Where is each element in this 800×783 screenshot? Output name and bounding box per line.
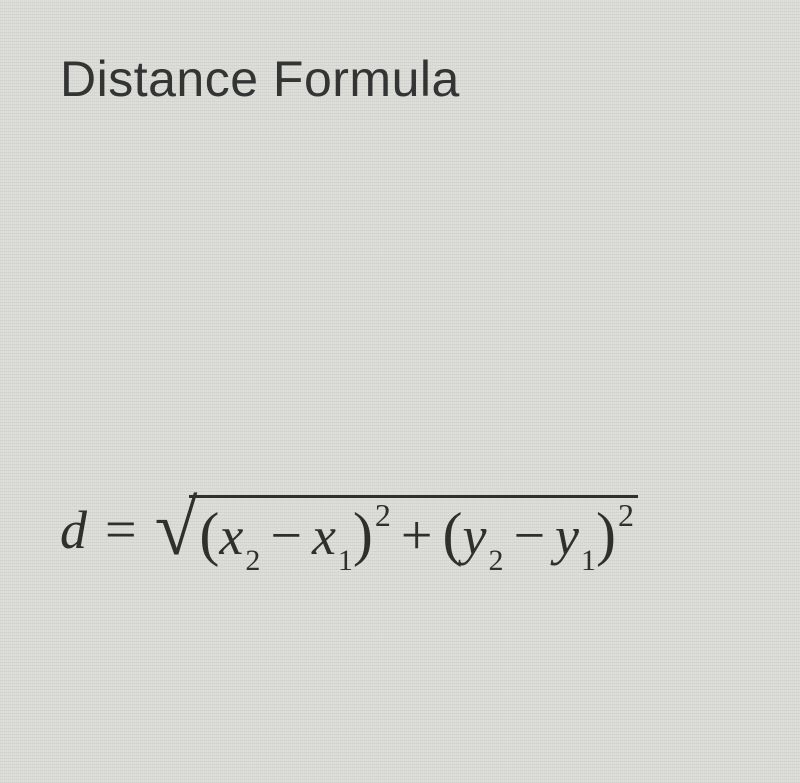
- var-y2: y: [462, 505, 486, 567]
- radical-bar: [189, 495, 638, 498]
- lparen-1: (: [199, 500, 219, 569]
- rparen-2: ): [596, 500, 616, 569]
- plus: +: [401, 504, 433, 568]
- equals-sign: =: [105, 498, 137, 562]
- radical-symbol: √: [155, 489, 198, 567]
- square-1: 2: [375, 497, 391, 534]
- sub-x2: 2: [245, 544, 260, 578]
- minus-1: −: [270, 504, 302, 568]
- rparen-1: ): [353, 500, 373, 569]
- square-2: 2: [618, 497, 634, 534]
- sub-x1: 1: [338, 544, 353, 578]
- radicand: ( x 2 − x 1 ) 2 + ( y 2 − y 1 ) 2: [197, 490, 634, 569]
- var-y1: y: [555, 505, 579, 567]
- distance-formula: d = √ ( x 2 − x 1 ) 2 + ( y 2 − y 1 ) 2: [60, 490, 634, 569]
- lhs-variable: d: [60, 499, 87, 561]
- var-x1: x: [312, 505, 336, 567]
- page-title: Distance Formula: [60, 50, 460, 108]
- sub-y2: 2: [488, 544, 503, 578]
- square-root: √ ( x 2 − x 1 ) 2 + ( y 2 − y 1 ) 2: [155, 490, 634, 569]
- minus-2: −: [513, 504, 545, 568]
- lparen-2: (: [443, 500, 463, 569]
- var-x2: x: [219, 505, 243, 567]
- sub-y1: 1: [581, 544, 596, 578]
